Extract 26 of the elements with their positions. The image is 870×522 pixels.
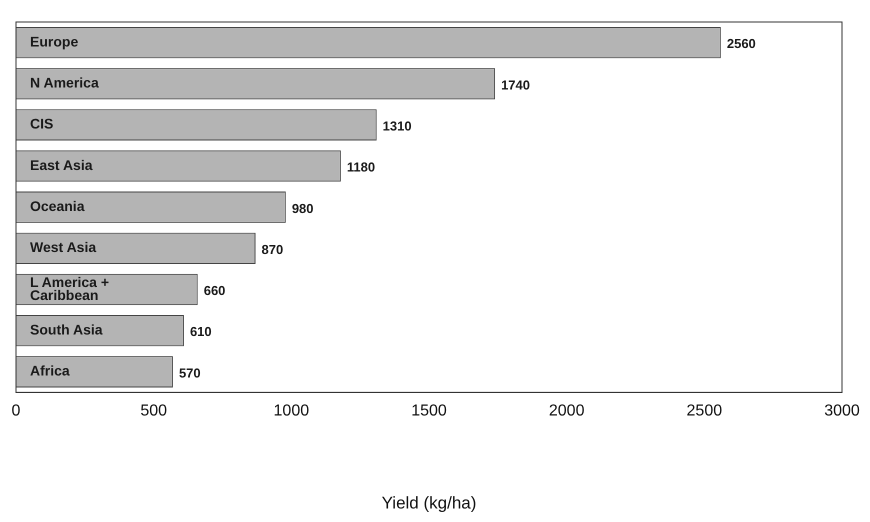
x-axis-title: Yield (kg/ha) bbox=[382, 493, 476, 512]
y-tick-label: South Asia bbox=[30, 322, 103, 338]
data-label: 870 bbox=[262, 242, 284, 257]
x-tick-label: 2500 bbox=[686, 402, 722, 420]
data-label: 980 bbox=[292, 200, 314, 216]
data-label: 1180 bbox=[346, 160, 376, 175]
data-label: 610 bbox=[190, 324, 212, 340]
x-tick-label: 1500 bbox=[411, 402, 447, 420]
y-tick-label: N America bbox=[30, 74, 99, 91]
x-tick-label: 2000 bbox=[548, 402, 585, 420]
y-tick-label: CIS bbox=[30, 116, 54, 132]
y-tick-label: Europe bbox=[30, 33, 78, 50]
x-tick-label: 500 bbox=[140, 402, 168, 420]
y-tick-label: Oceania bbox=[30, 198, 85, 214]
data-label: 2560 bbox=[726, 36, 756, 52]
x-tick-label: 3000 bbox=[824, 402, 860, 420]
y-tick-label: Africa bbox=[30, 362, 70, 379]
y-tick-label: West Asia bbox=[30, 239, 96, 256]
data-label: 660 bbox=[204, 283, 226, 298]
x-tick-label: 0 bbox=[12, 402, 21, 420]
y-tick-label: East Asia bbox=[30, 156, 93, 173]
data-label: 1740 bbox=[501, 77, 530, 92]
y-tick-label: L America + Caribbean bbox=[30, 274, 109, 303]
x-tick-label: 1000 bbox=[274, 402, 310, 420]
data-label: 570 bbox=[178, 365, 201, 380]
data-label: 1310 bbox=[382, 118, 412, 134]
